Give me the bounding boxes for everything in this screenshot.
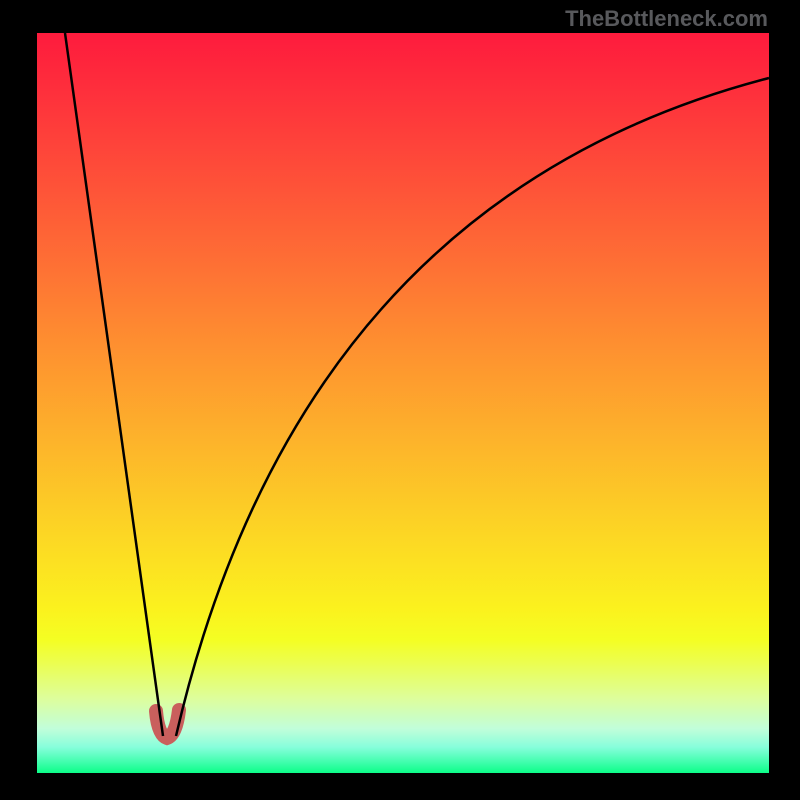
chart-frame: TheBottleneck.com [0, 0, 800, 800]
watermark-text: TheBottleneck.com [565, 6, 768, 32]
chart-svg [0, 0, 800, 800]
curve-left-branch [65, 33, 163, 736]
curve-right-branch [176, 78, 769, 736]
